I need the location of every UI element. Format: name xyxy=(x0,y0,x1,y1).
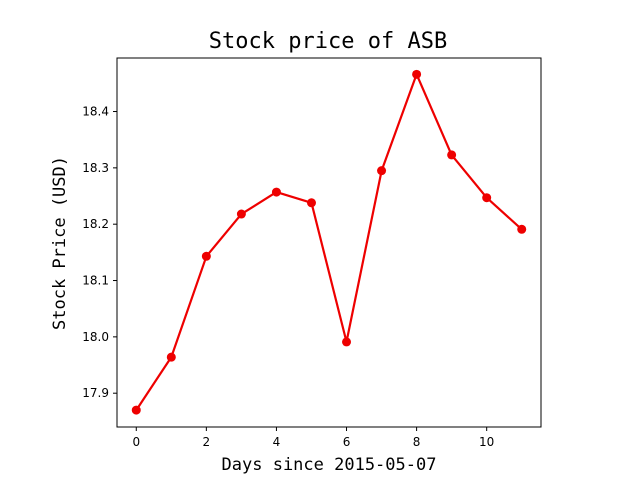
x-tick-label: 4 xyxy=(273,435,281,449)
y-tick-label: 18.0 xyxy=(82,330,109,344)
x-tick-label: 8 xyxy=(413,435,421,449)
data-point xyxy=(131,405,141,415)
y-axis: 17.9 18.0 18.1 18.2 18.3 18.4 xyxy=(82,105,117,400)
x-tick-label: 10 xyxy=(479,435,494,449)
data-point xyxy=(517,224,527,234)
chart-title: Stock price of ASB xyxy=(209,29,447,54)
data-point xyxy=(377,166,387,176)
data-point xyxy=(412,69,422,79)
x-tick-label: 2 xyxy=(203,435,211,449)
x-tick-label: 0 xyxy=(132,435,140,449)
data-point xyxy=(166,352,176,362)
series-line-asb xyxy=(135,73,523,411)
y-axis-label: Stock Price (USD) xyxy=(50,156,70,330)
x-axis-label: Days since 2015-05-07 xyxy=(222,455,437,475)
x-tick-label: 6 xyxy=(343,435,351,449)
x-axis: 0 2 4 6 8 10 xyxy=(132,427,494,449)
data-point xyxy=(482,193,492,203)
series-points-asb xyxy=(131,69,527,415)
y-tick-label: 18.4 xyxy=(82,105,109,119)
data-point xyxy=(342,337,352,347)
data-point xyxy=(306,198,316,208)
data-point xyxy=(447,150,457,160)
y-tick-label: 17.9 xyxy=(82,386,109,400)
y-tick-label: 18.1 xyxy=(82,274,109,288)
data-point xyxy=(271,187,281,197)
data-point xyxy=(236,209,246,219)
plot-area-frame xyxy=(116,57,542,428)
y-tick-label: 18.3 xyxy=(82,161,109,175)
data-point xyxy=(201,251,211,261)
y-tick-label: 18.2 xyxy=(82,217,109,231)
